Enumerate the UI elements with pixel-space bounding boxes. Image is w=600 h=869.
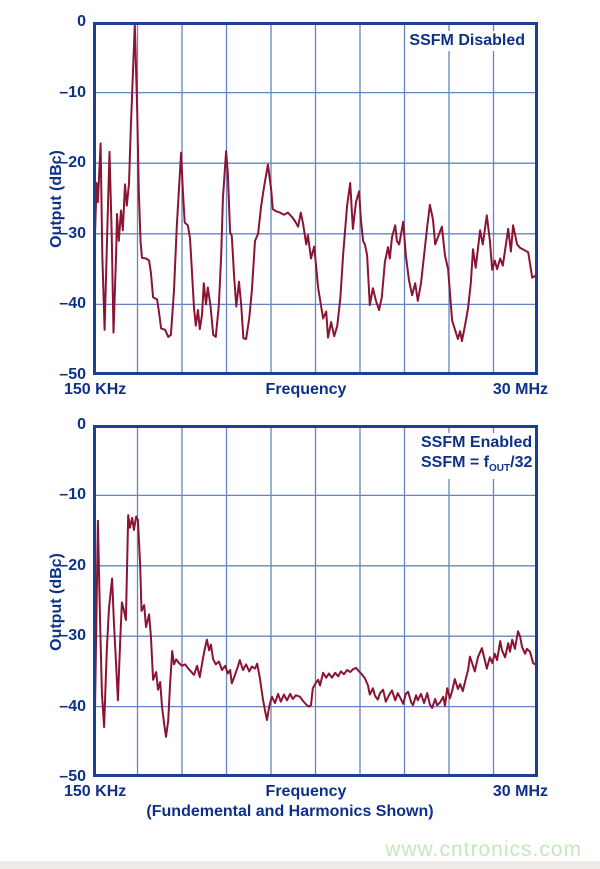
legend-ssfm-disabled: SSFM Disabled xyxy=(406,31,528,51)
y-tick-label: –10 xyxy=(59,83,86,101)
y-tick-label: –40 xyxy=(59,295,86,313)
plot-frame xyxy=(93,425,538,777)
watermark-text: www.cntronics.com xyxy=(385,838,582,861)
x-axis-title: Frequency xyxy=(265,381,347,398)
x-axis-labels: 150 KHz Frequency 30 MHz xyxy=(64,381,548,401)
x-axis-min-label: 150 KHz xyxy=(64,381,127,398)
page-bottom-strip xyxy=(0,861,600,869)
legend-label-line1: SSFM Enabled xyxy=(421,434,533,451)
spectrum-plot-ssfm-disabled xyxy=(93,22,538,375)
x-axis-subtitle: (Fundemental and Harmonics Shown) xyxy=(146,803,434,820)
y-tick-label: 0 xyxy=(77,416,86,433)
spectrum-trace xyxy=(93,514,538,738)
y-tick-label: –30 xyxy=(59,627,86,645)
plot-frame xyxy=(93,22,538,375)
legend-ssfm-enabled: SSFM Enabled SSFM = fOUT/32 xyxy=(418,433,536,480)
x-axis-max-label: 30 MHz xyxy=(492,381,548,398)
legend-label: SSFM Disabled xyxy=(409,32,525,49)
x-axis-min-label: 150 KHz xyxy=(64,783,127,800)
x-axis-title: Frequency xyxy=(265,783,347,800)
spectrum-trace xyxy=(93,23,538,343)
y-tick-label: –30 xyxy=(59,224,86,242)
y-tick-label: –20 xyxy=(59,154,86,172)
spectrum-plot-ssfm-enabled xyxy=(93,425,538,777)
x-axis-labels: 150 KHz Frequency 30 MHz xyxy=(64,783,548,803)
subscript-out: OUT xyxy=(489,463,511,475)
y-tick-label: 0 xyxy=(77,13,86,30)
x-axis-max-label: 30 MHz xyxy=(492,783,548,800)
y-tick-label: –50 xyxy=(59,366,86,383)
y-tick-label: –40 xyxy=(59,697,86,715)
y-tick-label: –10 xyxy=(59,486,86,504)
legend-label-line2: SSFM = fOUT/32 xyxy=(421,454,533,475)
y-tick-label: –50 xyxy=(59,768,86,785)
y-tick-label: –20 xyxy=(59,556,86,574)
